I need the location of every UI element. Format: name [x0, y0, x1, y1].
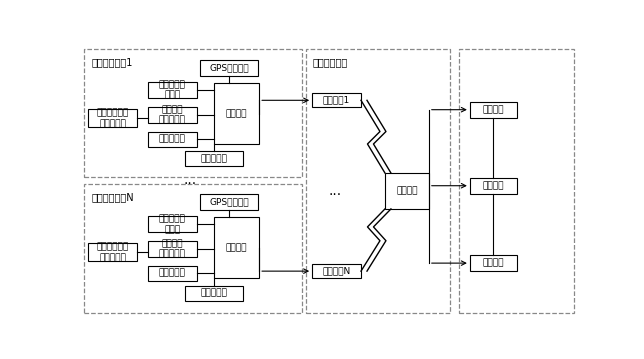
Text: 控制模块: 控制模块 — [483, 181, 504, 190]
Text: 温度传感器: 温度传感器 — [200, 154, 227, 163]
Text: 湿度传感器: 湿度传感器 — [159, 269, 185, 278]
Bar — [148, 216, 197, 232]
Bar — [200, 194, 258, 210]
Bar — [470, 102, 517, 118]
Text: 微控制器: 微控制器 — [226, 109, 247, 118]
Bar — [459, 48, 574, 313]
Bar — [148, 82, 197, 98]
Text: ···: ··· — [328, 188, 341, 202]
Text: 显示模块: 显示模块 — [483, 105, 504, 114]
Text: ···: ··· — [184, 177, 197, 191]
Bar — [312, 264, 361, 278]
Bar — [214, 83, 259, 144]
Text: GPS定位单元: GPS定位单元 — [209, 198, 249, 207]
Bar — [214, 217, 259, 278]
Text: 分支节点N: 分支节点N — [323, 267, 351, 276]
Text: 土壤酸碱度
传感器: 土壤酸碱度 传感器 — [159, 214, 185, 234]
Text: 汇总节点: 汇总节点 — [396, 186, 418, 195]
Text: 重金属信
号调理电路: 重金属信 号调理电路 — [159, 239, 185, 259]
Text: 分支节点1: 分支节点1 — [323, 96, 350, 105]
Text: 土壤监测单元N: 土壤监测单元N — [92, 192, 135, 202]
Text: 重金属信
号调理电路: 重金属信 号调理电路 — [159, 105, 185, 125]
Text: 报警模块: 报警模块 — [483, 258, 504, 267]
Bar — [185, 151, 243, 166]
Text: 重金属电化学
传感器阵列: 重金属电化学 传感器阵列 — [97, 243, 129, 262]
Bar — [185, 285, 243, 301]
Text: 土壤监测单元1: 土壤监测单元1 — [92, 57, 133, 67]
Bar — [88, 243, 137, 261]
Bar — [470, 178, 517, 194]
Text: 无线通信模块: 无线通信模块 — [312, 57, 348, 67]
Text: GPS定位单元: GPS定位单元 — [209, 64, 249, 73]
Bar — [306, 48, 450, 313]
Bar — [385, 173, 429, 209]
Text: 重金属电化学
传感器阵列: 重金属电化学 传感器阵列 — [97, 109, 129, 128]
Text: 微控制器: 微控制器 — [226, 243, 247, 252]
Text: 土壤酸碱度
传感器: 土壤酸碱度 传感器 — [159, 80, 185, 100]
Text: 温度传感器: 温度传感器 — [200, 289, 227, 298]
Bar — [470, 255, 517, 271]
Bar — [148, 266, 197, 281]
Bar — [88, 109, 137, 127]
Bar — [148, 131, 197, 147]
Bar — [84, 184, 301, 313]
Text: 湿度传感器: 湿度传感器 — [159, 135, 185, 144]
Bar — [312, 93, 361, 107]
Bar — [200, 60, 258, 76]
Bar — [148, 107, 197, 123]
Bar — [84, 48, 301, 177]
Bar — [148, 241, 197, 257]
